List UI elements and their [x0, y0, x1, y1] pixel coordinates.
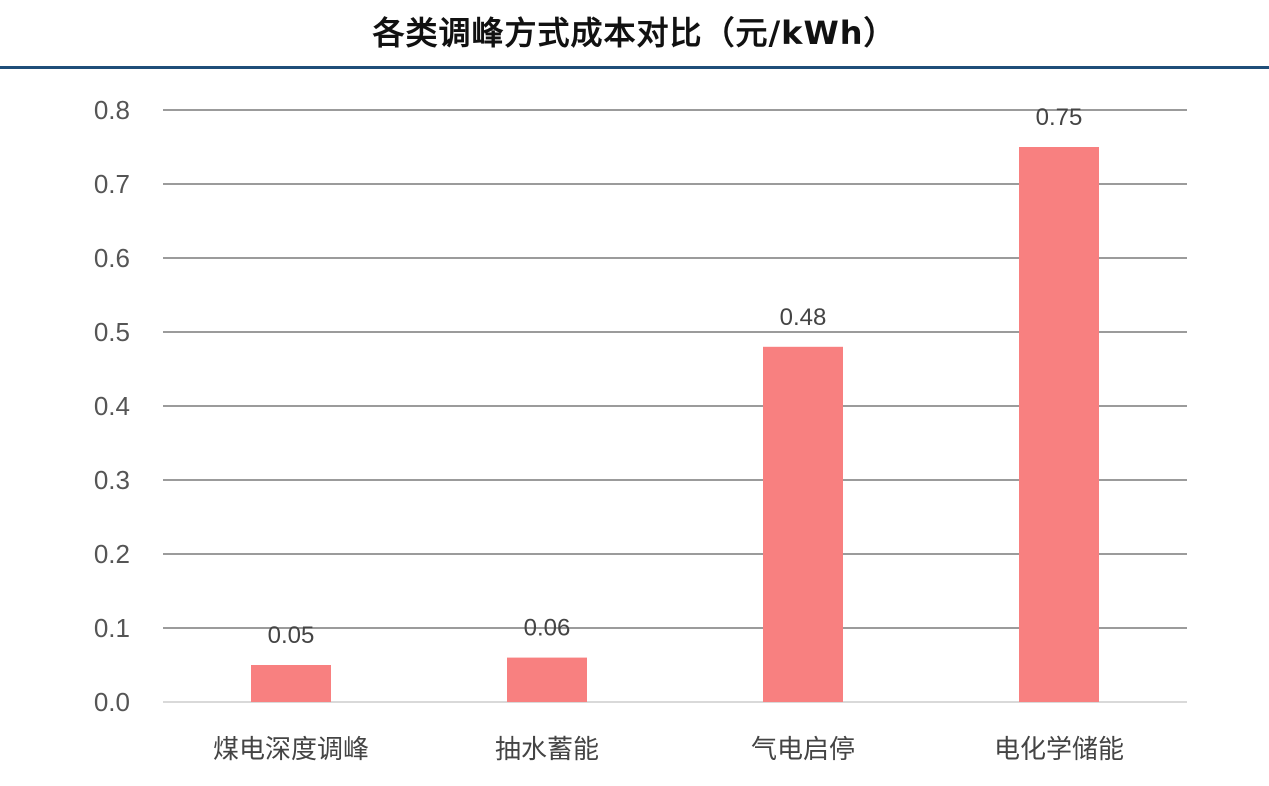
bar-value-label: 0.06	[524, 615, 571, 642]
title-underline	[0, 66, 1269, 69]
y-tick-label: 0.8	[94, 95, 130, 125]
x-category-label: 煤电深度调峰	[213, 735, 369, 765]
bar	[1019, 147, 1099, 702]
x-category-label: 抽水蓄能	[495, 735, 599, 765]
x-category-label: 电化学储能	[994, 735, 1124, 765]
bar	[251, 665, 331, 702]
bar	[763, 346, 843, 702]
bar	[507, 657, 587, 702]
y-tick-label: 0.5	[94, 317, 130, 347]
y-tick-label: 0.3	[94, 465, 130, 495]
bar-value-label: 0.75	[1036, 104, 1083, 131]
y-axis: 0.0 0.1 0.2 0.3 0.4 0.5 0.6 0.7 0.8	[94, 95, 130, 717]
gridlines	[163, 109, 1187, 703]
x-axis: 煤电深度调峰 抽水蓄能 气电启停 电化学储能	[213, 735, 1124, 765]
x-category-label: 气电启停	[751, 735, 855, 765]
bars	[251, 147, 1099, 702]
y-tick-label: 0.2	[94, 539, 130, 569]
data-labels: 0.05 0.06 0.48 0.75	[268, 104, 1083, 649]
y-tick-label: 0.6	[94, 243, 130, 273]
y-tick-label: 0.7	[94, 169, 130, 199]
y-tick-label: 0.4	[94, 391, 130, 421]
chart-title: 各类调峰方式成本对比（元/kWh）	[372, 14, 897, 52]
y-tick-label: 0.0	[94, 687, 130, 717]
bar-value-label: 0.05	[268, 622, 315, 649]
y-tick-label: 0.1	[94, 613, 130, 643]
bar-value-label: 0.48	[780, 304, 827, 331]
